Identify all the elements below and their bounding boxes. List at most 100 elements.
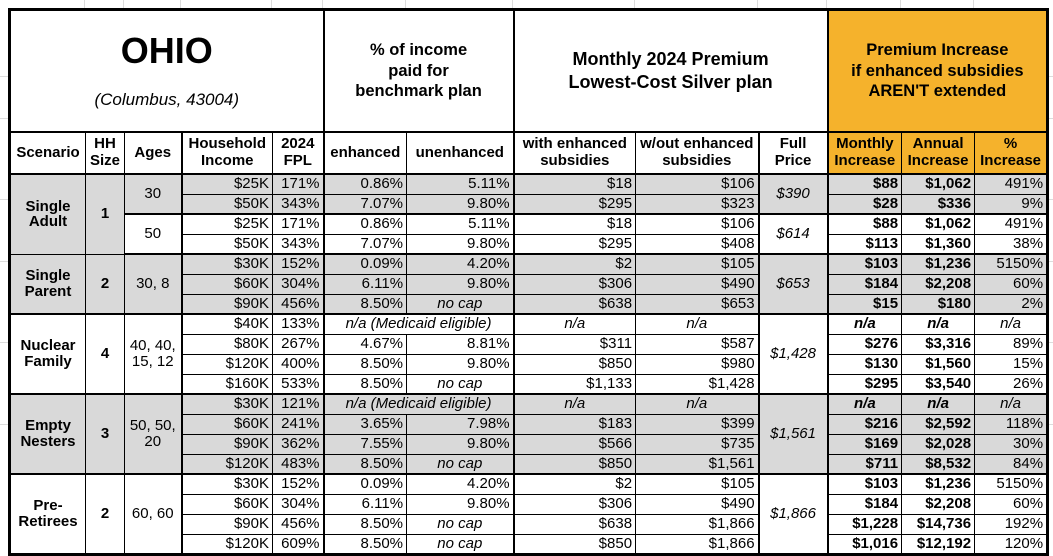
annual-increase-cell: $1,560 xyxy=(901,353,976,375)
spreadsheet-gridline xyxy=(757,0,758,8)
full-price-cell: $1,428 xyxy=(757,313,829,396)
monthly-increase-cell: n/a xyxy=(826,393,903,415)
scenario-cell: Empty Nesters xyxy=(9,393,86,476)
fpl-cell: 609% xyxy=(271,533,325,555)
income-cell: $90K xyxy=(180,293,273,316)
enhanced-pct-cell: 4.67% xyxy=(322,333,408,355)
ages-header: Ages xyxy=(124,131,182,176)
fpl-cell: 343% xyxy=(271,233,325,256)
hh-size-cell: 1 xyxy=(85,173,125,255)
without-subsidies-cell: $980 xyxy=(635,353,760,375)
with-subsidies-cell: $566 xyxy=(512,433,637,455)
pct-increase-cell: n/a xyxy=(974,313,1049,335)
spreadsheet-gridline xyxy=(123,0,124,8)
enhanced-pct-cell: 8.50% xyxy=(322,373,408,396)
without-subsidies-cell: $106 xyxy=(635,173,760,195)
pct-increase-cell: 491% xyxy=(974,173,1049,195)
full-price-cell: $390 xyxy=(757,173,829,216)
with-subsidies-cell: $638 xyxy=(512,513,637,535)
scenario-cell: Single Parent xyxy=(9,253,86,316)
income-cell: $160K xyxy=(180,373,273,396)
ages-cell: 50 xyxy=(124,213,182,256)
pct-increase-cell: 192% xyxy=(974,513,1049,535)
enhanced-pct-cell: 8.50% xyxy=(322,353,408,375)
ages-cell: 40, 40, 15, 12 xyxy=(124,313,182,396)
pct-increase-cell: 60% xyxy=(974,273,1049,295)
unenhanced-pct-cell: 4.20% xyxy=(406,473,515,495)
without-subsidies-cell: $735 xyxy=(635,433,760,455)
monthly-increase-cell: $113 xyxy=(826,233,903,256)
fpl-cell: 400% xyxy=(271,353,325,375)
enhanced-pct-cell: 3.65% xyxy=(322,413,408,435)
table-row: $60K 304% 6.11% 9.80% $306 $490 $184 $2,… xyxy=(10,273,1049,295)
income-cell: $30K xyxy=(180,393,273,415)
full-price-cell: $653 xyxy=(757,253,829,316)
scenario-cell: Nuclear Family xyxy=(9,313,86,396)
state-title: OHIO xyxy=(120,29,213,71)
income-cell: $30K xyxy=(180,253,273,275)
annual-increase-cell: $12,192 xyxy=(901,533,976,555)
spreadsheet-gridline xyxy=(1046,118,1053,119)
fpl-cell: 171% xyxy=(271,213,325,235)
fpl-cell: 483% xyxy=(271,453,325,476)
monthly-increase-cell: $276 xyxy=(826,333,903,355)
income-cell: $90K xyxy=(180,513,273,535)
table-row: $120K 483% 8.50% no cap $850 $1,561 $711… xyxy=(10,453,1049,476)
spreadsheet-gridline xyxy=(0,342,8,343)
unenhanced-pct-cell: 9.80% xyxy=(406,233,515,256)
spreadsheet-gridline xyxy=(973,0,974,8)
with-subsidies-cell: $1,133 xyxy=(512,373,637,396)
with-subsidies-cell: $306 xyxy=(512,493,637,515)
banner-row: OHIO (Columbus, 43004) % of income paid … xyxy=(8,9,1049,134)
pct-increase-cell: 5150% xyxy=(974,473,1049,495)
table-row: Empty Nesters 3 50, 50, 20 $30K 121% n/a… xyxy=(9,393,1049,476)
table-row: $90K 456% 8.50% no cap $638 $653 $15 $18… xyxy=(10,293,1049,316)
table-row: 50 $25K 171% 0.86% 5.11% $18 $106 $614 $… xyxy=(10,213,1049,256)
spreadsheet-gridline xyxy=(322,0,323,8)
table-row: $60K 304% 6.11% 9.80% $306 $490 $184 $2,… xyxy=(10,493,1049,515)
income-cell: $40K xyxy=(180,313,273,335)
hh-size-cell: 2 xyxy=(85,253,125,316)
monthly-increase-cell: $295 xyxy=(826,373,903,396)
annual-increase-cell: $3,316 xyxy=(901,333,976,355)
pct-increase-cell: 118% xyxy=(974,413,1049,435)
annual-increase-cell: $3,540 xyxy=(901,373,976,396)
monthly-increase-cell: $103 xyxy=(826,253,903,275)
premium-table: OHIO (Columbus, 43004) % of income paid … xyxy=(8,8,1050,556)
hh-size-cell: 4 xyxy=(85,313,125,396)
pct-increase-cell: 2% xyxy=(974,293,1049,316)
monthly-increase-cell: $88 xyxy=(826,213,903,235)
fpl-cell: 241% xyxy=(271,413,325,435)
without-subsidies-cell: $106 xyxy=(635,213,760,235)
hh-size-cell: 2 xyxy=(85,473,125,555)
without-subsidies-cell: n/a xyxy=(635,393,760,415)
with-subsidies-cell: $850 xyxy=(512,533,637,555)
spreadsheet-gridline xyxy=(512,0,513,8)
table-row: Single Parent 2 30, 8 $30K 152% 0.09% 4.… xyxy=(9,253,1049,316)
fpl-cell: 456% xyxy=(271,293,325,316)
state-subtitle: (Columbus, 43004) xyxy=(94,90,240,110)
monthly-increase-cell: $216 xyxy=(826,413,903,435)
annual-increase-header: Annual Increase xyxy=(901,131,976,176)
enhanced-pct-cell: 8.50% xyxy=(322,293,408,316)
without-subsidies-cell: $408 xyxy=(635,233,760,256)
with-subsidies-cell: $18 xyxy=(512,173,637,195)
income-cell: $50K xyxy=(180,193,273,216)
full-price-cell: $614 xyxy=(757,213,829,256)
without-subsidies-cell: $490 xyxy=(635,273,760,295)
with-subsidies-cell: $2 xyxy=(512,253,637,275)
income-banner: % of income paid for benchmark plan xyxy=(322,9,515,134)
income-cell: $60K xyxy=(180,273,273,295)
with-subsidies-cell: $18 xyxy=(512,213,637,235)
premium-banner: Monthly 2024 Premium Lowest-Cost Silver … xyxy=(512,9,829,134)
scenario-cell: Pre-Retirees xyxy=(9,473,86,555)
hh-size-cell: 3 xyxy=(85,393,125,476)
pct-increase-cell: 84% xyxy=(974,453,1049,476)
annual-increase-cell: $1,062 xyxy=(901,173,976,195)
income-cell: $60K xyxy=(180,493,273,515)
fpl-cell: 152% xyxy=(271,473,325,495)
without-subsidies-cell: $399 xyxy=(635,413,760,435)
monthly-increase-cell: $184 xyxy=(826,273,903,295)
spreadsheet-gridline xyxy=(0,424,8,425)
annual-increase-cell: $1,360 xyxy=(901,233,976,256)
